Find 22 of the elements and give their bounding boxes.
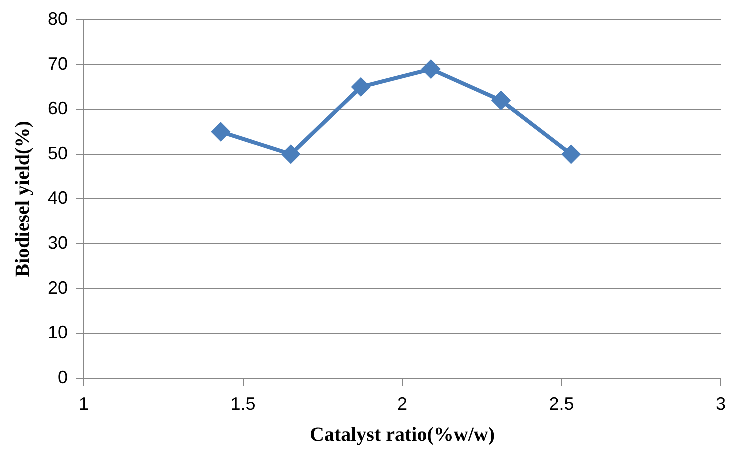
y-tick-label: 60 bbox=[48, 98, 68, 119]
y-tick-label: 10 bbox=[48, 322, 68, 343]
x-tick-label: 1.5 bbox=[230, 394, 256, 414]
y-tick-label: 20 bbox=[48, 278, 68, 298]
point bbox=[422, 60, 440, 78]
y-tick-label: 0 bbox=[58, 367, 68, 388]
point bbox=[212, 123, 230, 141]
y-tick-label: 40 bbox=[48, 188, 68, 208]
y-tick-label: 50 bbox=[48, 143, 68, 164]
y-axis-title: Biodiesel yield(%) bbox=[12, 121, 34, 278]
y-tick-label: 80 bbox=[48, 8, 68, 29]
x-axis-title: Catalyst ratio(%w/w) bbox=[310, 424, 495, 446]
y-tick-label: 70 bbox=[48, 54, 68, 74]
x-tick-label: 1 bbox=[79, 394, 90, 414]
x-tick-label: 3 bbox=[716, 394, 726, 414]
point bbox=[492, 92, 510, 110]
x-tick-label: 2 bbox=[398, 394, 408, 414]
point bbox=[282, 145, 300, 164]
y-tick-label: 30 bbox=[48, 232, 68, 253]
point bbox=[352, 78, 370, 96]
x-tick-label: 2.5 bbox=[549, 394, 574, 414]
point bbox=[562, 145, 580, 164]
